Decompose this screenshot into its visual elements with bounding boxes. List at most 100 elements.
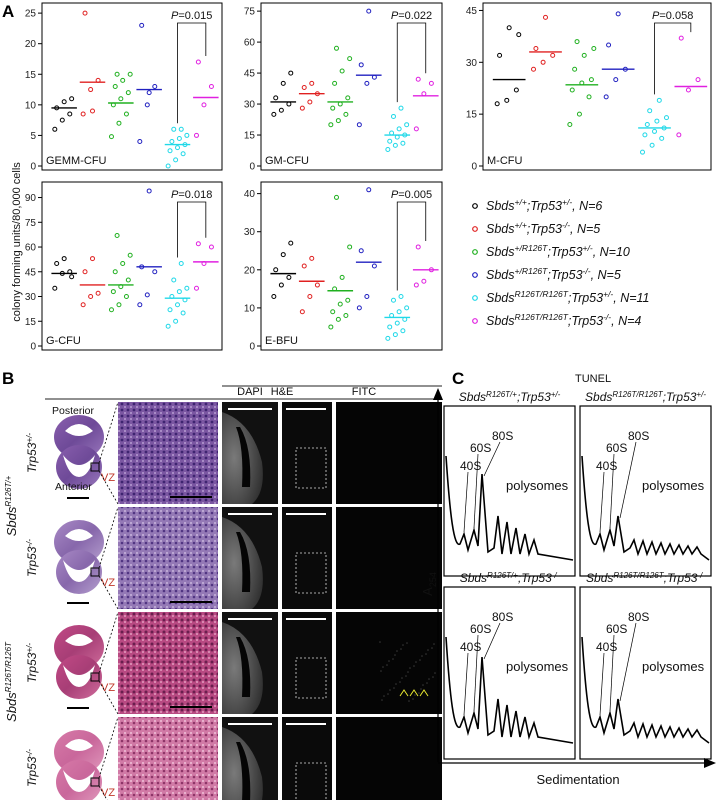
fitc-speck xyxy=(396,650,398,652)
legend-gene: Sbds xyxy=(486,199,515,213)
data-point xyxy=(125,90,131,96)
data-point xyxy=(314,282,320,288)
significance-bracket xyxy=(177,22,207,124)
row-gene: Trp53 xyxy=(25,756,39,787)
he-zoom-image xyxy=(118,717,218,800)
data-point xyxy=(193,132,199,138)
profile-title: SbdsR126T/R126T;Trp53+/- xyxy=(585,390,706,404)
chart-title: E-BFU xyxy=(265,335,298,347)
data-point xyxy=(108,134,114,140)
data-point xyxy=(273,267,279,273)
legend-entry: SbdsR126T/R126T;Trp53-/-, N=4 xyxy=(486,312,641,328)
data-point xyxy=(364,80,370,86)
data-point xyxy=(201,102,207,108)
data-point xyxy=(69,274,75,280)
p-value-label: P=0.058 xyxy=(652,10,693,22)
fitc-speck xyxy=(414,694,416,696)
data-point xyxy=(506,25,512,31)
data-point xyxy=(61,99,67,105)
data-point xyxy=(173,157,179,163)
data-point xyxy=(332,286,338,292)
chart-frame xyxy=(260,181,443,351)
row-genotype-label: Trp53-/- xyxy=(25,749,39,787)
data-point xyxy=(280,80,286,86)
data-point xyxy=(603,94,609,100)
absorbance-profile xyxy=(445,636,574,744)
data-point xyxy=(169,139,175,145)
data-point xyxy=(364,293,370,299)
data-point xyxy=(337,301,343,307)
data-point xyxy=(659,135,665,141)
legend-sup2: -/- xyxy=(603,312,611,322)
zoom-connector xyxy=(98,716,119,779)
fitc-speck xyxy=(401,677,403,679)
data-point xyxy=(182,142,188,148)
p-value-letter: P xyxy=(391,10,399,22)
significance-bracket xyxy=(654,22,692,95)
data-point xyxy=(389,313,395,319)
legend-sup1: +/R126T xyxy=(515,243,549,253)
embryo-head xyxy=(54,730,104,774)
he-zoom-image xyxy=(118,402,218,504)
data-point xyxy=(543,14,548,20)
data-point xyxy=(413,282,419,288)
data-point xyxy=(591,45,597,51)
data-point xyxy=(288,240,294,246)
apoptosis-arrowhead xyxy=(419,689,429,697)
data-point xyxy=(392,142,398,148)
data-point xyxy=(649,142,655,148)
data-point xyxy=(178,126,184,132)
legend-entry: Sbds+/+;Trp53+/-, N=6 xyxy=(486,197,602,213)
legend-entry: SbdsR126T/R126T;Trp53+/-, N=11 xyxy=(486,289,650,305)
peak-leader-40s xyxy=(599,652,605,716)
data-point xyxy=(110,102,116,108)
data-point xyxy=(118,96,124,102)
dapi-ventricle xyxy=(236,532,251,592)
data-point xyxy=(343,313,349,319)
legend-marker xyxy=(472,203,478,209)
fitc-region-box xyxy=(295,552,327,594)
data-point xyxy=(347,244,353,250)
data-point xyxy=(606,42,612,48)
data-point xyxy=(333,45,339,51)
dapi-header: DAPI xyxy=(237,386,263,398)
data-point xyxy=(146,188,152,194)
profile-gene: Sbds xyxy=(459,390,486,404)
peak-leader-60s xyxy=(609,634,615,712)
peak-label-80s: 80S xyxy=(492,610,513,624)
data-point xyxy=(278,282,284,288)
data-point xyxy=(343,111,349,117)
data-point xyxy=(513,87,519,93)
data-point xyxy=(95,290,101,296)
data-point xyxy=(184,285,190,291)
zoom-connector xyxy=(98,506,119,569)
y-tick-label: 15 xyxy=(466,110,478,121)
data-point xyxy=(339,68,345,74)
data-point xyxy=(180,151,186,157)
data-point xyxy=(576,111,582,117)
apoptosis-arrowhead xyxy=(409,689,419,697)
legend-gene: Sbds xyxy=(486,245,515,259)
data-point xyxy=(654,118,660,124)
y-tick-label: 45 xyxy=(25,267,37,278)
peak-leader-60s xyxy=(473,634,479,712)
fitc-speck xyxy=(379,641,381,643)
chart-title: GEMM-CFU xyxy=(46,155,107,167)
data-point xyxy=(550,52,556,58)
fitc-speck xyxy=(412,698,414,700)
legend-sup1: R126T/R126T xyxy=(515,312,569,322)
data-point xyxy=(280,252,286,258)
fitc-speck xyxy=(392,658,394,660)
legend-sup2: -/- xyxy=(583,266,591,276)
data-point xyxy=(387,138,393,144)
legend-marker xyxy=(472,249,478,255)
data-point xyxy=(328,122,334,128)
c-y-axis-arrow xyxy=(433,388,443,400)
embryo-head xyxy=(54,625,104,669)
chart-frame xyxy=(482,2,712,171)
profile-gene: Sbds xyxy=(586,571,613,585)
data-point xyxy=(345,95,351,101)
peak-leader-80s xyxy=(483,441,501,477)
data-point xyxy=(137,139,143,145)
